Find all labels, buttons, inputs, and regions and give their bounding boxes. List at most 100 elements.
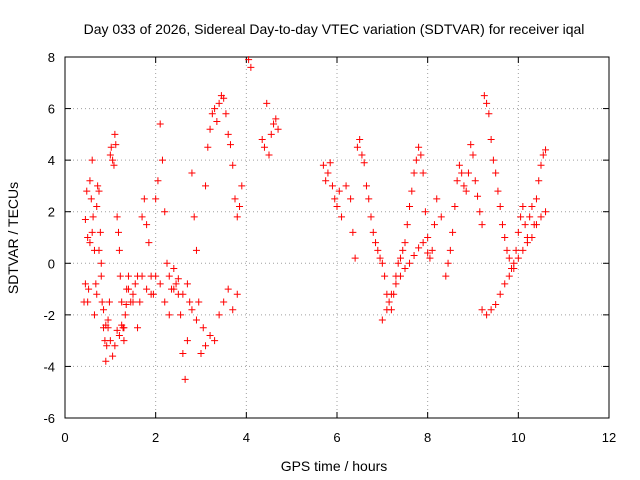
data-point <box>152 272 160 280</box>
data-point <box>215 99 223 107</box>
data-point <box>487 136 495 144</box>
data-point <box>92 280 100 288</box>
data-point <box>231 195 239 203</box>
x-tick-label: 12 <box>602 430 616 445</box>
data-point <box>356 136 364 144</box>
data-point <box>134 324 142 332</box>
data-point <box>351 254 359 262</box>
data-point <box>270 120 278 128</box>
data-point <box>501 280 509 288</box>
data-point <box>110 161 118 169</box>
y-tick-label: 4 <box>48 153 55 168</box>
data-point <box>526 213 534 221</box>
data-point <box>267 130 275 138</box>
data-point <box>183 337 191 345</box>
data-point <box>199 324 207 332</box>
data-point <box>206 331 214 339</box>
data-point <box>161 298 169 306</box>
data-point <box>274 125 282 133</box>
data-point <box>415 244 423 252</box>
data-point <box>372 239 380 247</box>
data-point <box>455 161 463 169</box>
data-point <box>324 169 332 177</box>
data-point <box>485 110 493 118</box>
data-point <box>512 246 520 254</box>
data-point <box>415 143 423 151</box>
data-point <box>111 342 119 350</box>
data-point <box>95 246 103 254</box>
data-point <box>115 331 123 339</box>
data-point <box>179 290 187 298</box>
data-point <box>105 298 113 306</box>
data-point <box>498 221 506 229</box>
data-point <box>224 285 232 293</box>
data-point <box>458 169 466 177</box>
data-point <box>233 290 241 298</box>
data-point <box>519 246 527 254</box>
data-point <box>190 213 198 221</box>
data-point <box>406 259 414 267</box>
data-point <box>537 213 545 221</box>
data-point <box>170 264 178 272</box>
data-point <box>492 301 500 309</box>
data-point <box>421 208 429 216</box>
data-point <box>124 285 132 293</box>
data-point <box>338 213 346 221</box>
data-point <box>496 290 504 298</box>
data-point <box>197 350 205 358</box>
data-point <box>97 259 105 267</box>
data-point <box>204 143 212 151</box>
data-point <box>220 298 228 306</box>
x-tick-label: 10 <box>511 430 525 445</box>
data-point <box>138 213 146 221</box>
data-point <box>496 203 504 211</box>
x-tick-label: 8 <box>424 430 431 445</box>
data-point <box>236 203 244 211</box>
data-point <box>478 221 486 229</box>
data-point <box>424 249 432 257</box>
data-point <box>401 239 409 247</box>
data-point <box>399 246 407 254</box>
data-point <box>96 228 104 236</box>
data-point <box>220 94 228 102</box>
data-point <box>94 182 102 190</box>
x-tick-label: 0 <box>61 430 68 445</box>
data-point <box>109 156 117 164</box>
data-point <box>211 105 219 113</box>
data-point <box>381 272 389 280</box>
data-point <box>113 213 121 221</box>
data-point <box>446 246 454 254</box>
data-point <box>492 169 500 177</box>
data-point <box>378 259 386 267</box>
data-point <box>109 352 117 360</box>
data-point <box>460 182 468 190</box>
data-point <box>85 285 93 293</box>
data-point <box>158 156 166 164</box>
data-point <box>195 298 203 306</box>
data-point <box>501 234 509 241</box>
y-tick-label: 6 <box>48 102 55 117</box>
data-point <box>81 215 89 223</box>
data-point <box>428 246 436 254</box>
y-tick-label: 0 <box>48 256 55 271</box>
data-point <box>528 234 536 241</box>
data-point <box>347 195 355 203</box>
data-point <box>523 239 531 247</box>
data-series <box>80 56 550 383</box>
data-point <box>406 203 414 211</box>
data-point <box>342 182 350 190</box>
data-point <box>335 187 343 195</box>
y-tick-label: -6 <box>43 411 55 426</box>
data-point <box>161 208 169 216</box>
data-point <box>88 228 96 236</box>
data-point <box>430 221 438 229</box>
data-point <box>192 246 200 254</box>
data-point <box>103 342 111 350</box>
data-point <box>417 151 425 159</box>
data-point <box>165 272 173 280</box>
data-point <box>172 280 180 288</box>
data-point <box>165 311 173 319</box>
y-tick-label: 2 <box>48 205 55 220</box>
data-point <box>362 182 370 190</box>
data-point <box>412 156 420 164</box>
